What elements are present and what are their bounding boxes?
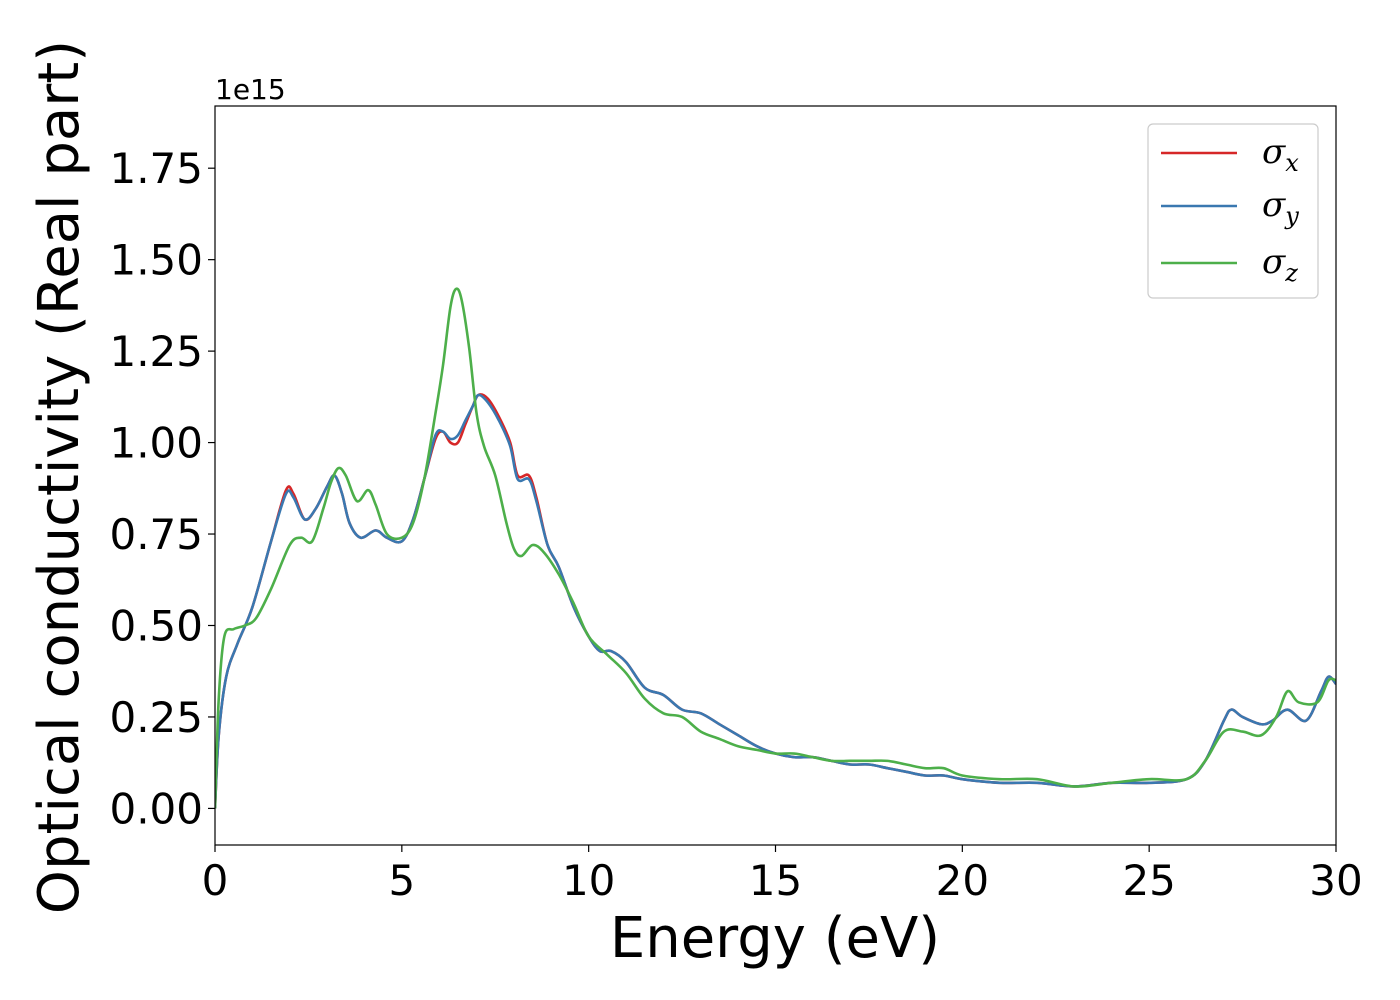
y-offset-label: 1e15 <box>215 73 286 106</box>
legend: σx σy σz <box>1147 123 1319 299</box>
y-tick-label: 0.75 <box>109 510 203 559</box>
x-axis-label: Energy (eV) <box>610 906 940 971</box>
y-tick-label: 1.00 <box>109 419 203 468</box>
x-tick-label: 15 <box>749 856 802 905</box>
x-tick-label: 10 <box>562 856 615 905</box>
series-layer <box>215 287 1336 809</box>
legend-label-sigma-z: σz <box>1262 242 1298 287</box>
series-line-sigma-x <box>215 393 1336 809</box>
x-axis-ticks: 0 5 10 15 20 25 30 <box>202 845 1363 905</box>
y-axis-label: Optical conductivity (Real part) <box>27 40 92 914</box>
y-tick-label: 0.00 <box>109 784 203 833</box>
legend-box <box>1147 123 1319 299</box>
y-axis-ticks: 0.00 0.25 0.50 0.75 1.00 1.25 1.50 1.75 <box>109 144 215 833</box>
x-tick-label: 30 <box>1309 856 1362 905</box>
series-line-sigma-y <box>215 393 1336 809</box>
x-tick-label: 5 <box>388 856 415 905</box>
y-tick-label: 0.25 <box>109 693 203 742</box>
x-tick-label: 0 <box>202 856 229 905</box>
y-tick-label: 0.50 <box>109 601 203 650</box>
x-tick-label: 20 <box>936 856 989 905</box>
y-tick-label: 1.75 <box>109 144 203 193</box>
y-tick-label: 1.25 <box>109 327 203 376</box>
y-tick-label: 1.50 <box>109 236 203 285</box>
series-line-sigma-z <box>215 287 1336 809</box>
x-tick-label: 25 <box>1122 856 1175 905</box>
legend-label-sigma-y: σy <box>1262 185 1299 230</box>
legend-label-sigma-x: σx <box>1262 132 1299 177</box>
